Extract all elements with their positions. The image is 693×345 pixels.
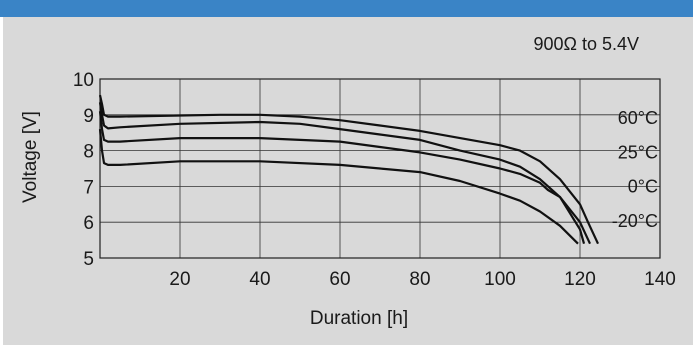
y-tick-labels: 5 6 7 8 9 10 — [73, 70, 94, 270]
y-tick-label: 10 — [73, 70, 94, 91]
x-tick-label: 60 — [329, 269, 350, 290]
x-tick-label: 120 — [564, 269, 596, 290]
y-tick-label: 6 — [83, 213, 94, 234]
series-label: -20°C — [612, 211, 658, 231]
series-label: 60°C — [618, 108, 658, 128]
chart-panel: 20 40 60 80 100 120 140 5 6 7 8 9 10 60°C 25°C 0°C -20… — [3, 17, 693, 345]
header-bar — [0, 0, 693, 17]
series-lines — [98, 94, 599, 245]
y-tick-label: 9 — [83, 106, 94, 127]
x-tick-label: 100 — [484, 269, 516, 290]
x-tick-label: 80 — [409, 269, 430, 290]
x-axis-label: Duration [h] — [310, 308, 408, 329]
series-line — [98, 94, 599, 245]
x-tick-label: 140 — [644, 269, 676, 290]
plot-border — [99, 78, 661, 259]
series-line — [98, 128, 579, 245]
annotation: 900Ω to 5.4V — [533, 34, 639, 54]
series-line — [98, 102, 591, 245]
y-tick-label: 8 — [83, 142, 94, 163]
series-labels: 60°C 25°C 0°C -20°C — [612, 108, 658, 231]
series-label: 25°C — [618, 142, 658, 162]
y-tick-label: 7 — [83, 177, 94, 198]
series-label: 0°C — [628, 177, 658, 197]
y-axis-label: Voltage [V] — [20, 111, 41, 203]
x-tick-label: 20 — [169, 269, 190, 290]
series-line — [98, 111, 586, 244]
y-tick-label: 5 — [83, 249, 94, 270]
x-tick-labels: 20 40 60 80 100 120 140 — [169, 269, 675, 290]
x-tick-label: 40 — [249, 269, 270, 290]
discharge-chart: 20 40 60 80 100 120 140 5 6 7 8 9 10 60°C 25°C 0°C -20… — [20, 34, 676, 329]
